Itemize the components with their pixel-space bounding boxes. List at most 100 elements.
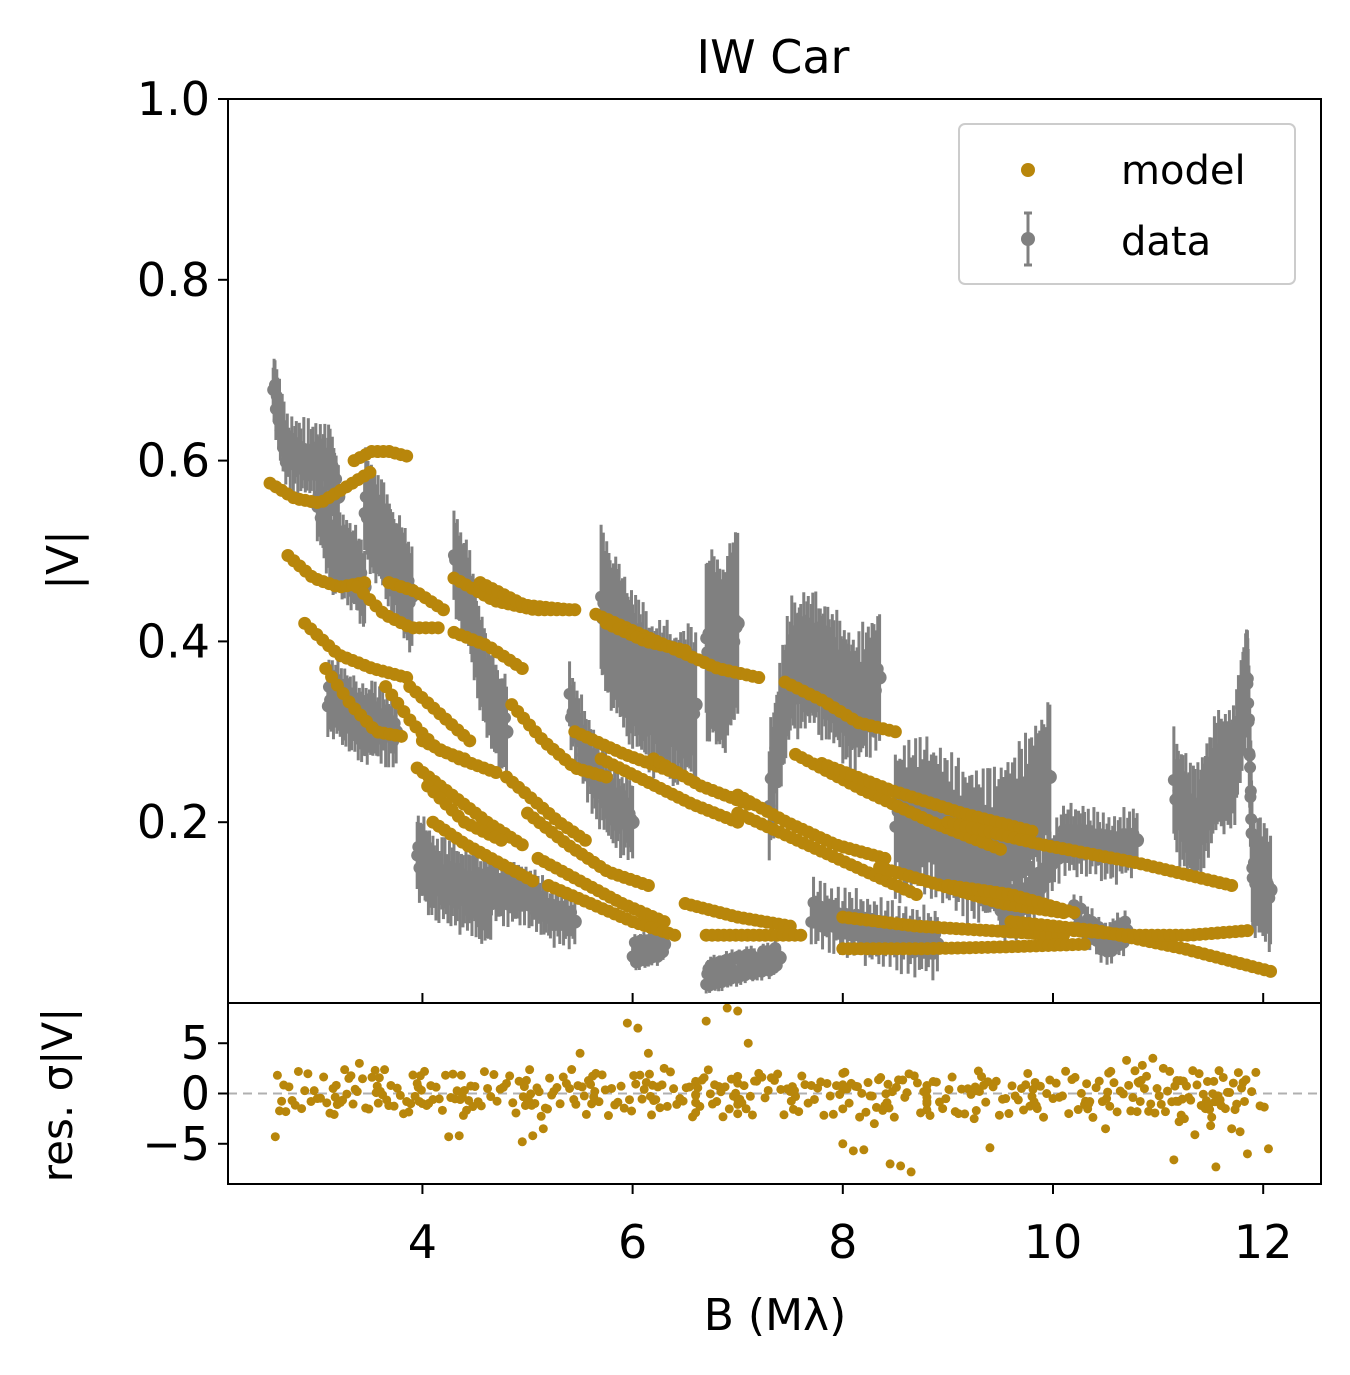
residual-point: [1137, 1060, 1147, 1070]
residual-point: [354, 1058, 364, 1068]
model-point: [1025, 824, 1039, 838]
residual-point: [631, 1079, 641, 1089]
residual-point: [1154, 1091, 1164, 1101]
residual-y-tick-label: 0: [181, 1067, 210, 1121]
model-point: [363, 465, 377, 479]
residual-point: [1004, 1109, 1014, 1119]
residual-point: [319, 1072, 329, 1082]
residual-point: [1207, 1112, 1217, 1122]
residual-point: [1139, 1084, 1149, 1094]
residual-point: [416, 1085, 426, 1095]
residual-point: [985, 1143, 995, 1153]
residual-point: [902, 1088, 912, 1098]
residual-y-ticks: −505: [142, 1016, 228, 1171]
residual-point: [456, 1070, 466, 1080]
model-point: [641, 878, 655, 892]
data-point: [625, 815, 640, 830]
residual-point: [1228, 1078, 1238, 1088]
data-point: [1263, 883, 1278, 897]
residual-point: [819, 1110, 829, 1120]
residual-point: [340, 1065, 350, 1075]
model-point: [463, 734, 477, 748]
residual-point: [828, 1109, 838, 1119]
residual-point: [1013, 1095, 1023, 1105]
residual-point: [600, 1085, 610, 1095]
residual-point: [1064, 1109, 1074, 1119]
residual-point: [534, 1087, 544, 1097]
residual-point: [380, 1065, 390, 1075]
residual-point: [855, 1112, 865, 1122]
residual-point: [594, 1097, 604, 1107]
residual-point: [1135, 1096, 1145, 1106]
residual-point: [1124, 1080, 1134, 1090]
residual-point: [1220, 1104, 1230, 1114]
residual-point: [571, 1099, 581, 1109]
residual-point: [705, 1089, 715, 1099]
model-point: [515, 662, 529, 676]
residual-point: [1070, 1072, 1080, 1082]
residual-point: [315, 1093, 325, 1103]
residual-point: [511, 1108, 521, 1118]
residual-point: [838, 1139, 848, 1149]
residual-point: [530, 1098, 540, 1108]
residual-point: [863, 1078, 873, 1088]
residual-point: [1232, 1099, 1242, 1109]
residual-point: [1176, 1110, 1186, 1120]
residual-point: [644, 1069, 654, 1079]
residual-point: [662, 1101, 672, 1111]
residual-plot-frame: [227, 1002, 1322, 1185]
residual-point: [724, 1104, 734, 1114]
residual-point: [643, 1048, 653, 1058]
residual-point: [1031, 1101, 1041, 1111]
residual-point: [699, 1073, 709, 1083]
legend-box: [958, 123, 1296, 285]
data-point: [688, 697, 703, 712]
residual-point: [889, 1112, 899, 1122]
residual-point: [896, 1161, 906, 1171]
residual-point: [587, 1099, 597, 1109]
residual-point: [859, 1145, 869, 1155]
residual-point: [1023, 1068, 1033, 1078]
residual-point: [757, 1072, 767, 1082]
residual-point: [508, 1098, 518, 1108]
residual-point: [348, 1099, 358, 1109]
data-point: [499, 724, 514, 739]
residual-point: [1104, 1068, 1114, 1078]
data-point: [567, 914, 582, 929]
residual-point: [329, 1110, 339, 1119]
residual-point: [272, 1070, 282, 1080]
residual-point: [1039, 1112, 1049, 1122]
residual-point: [1148, 1053, 1158, 1063]
residual-point: [486, 1092, 496, 1102]
residual-point: [1202, 1077, 1212, 1087]
residual-point: [1105, 1101, 1115, 1111]
data-point: [772, 950, 787, 965]
residual-point: [420, 1066, 430, 1076]
y-tick-label: 0.6: [137, 434, 210, 488]
residual-point: [857, 1088, 867, 1098]
residual-point: [1152, 1084, 1162, 1094]
residual-point: [444, 1132, 454, 1142]
residual-point: [1101, 1124, 1111, 1134]
data-point: [730, 616, 745, 631]
residual-point: [718, 1112, 728, 1122]
residual-point: [1194, 1069, 1204, 1079]
residual-point: [434, 1094, 444, 1104]
residual-point: [909, 1071, 919, 1081]
model-point: [668, 928, 682, 942]
residual-point: [1218, 1072, 1228, 1082]
residual-point: [536, 1111, 546, 1121]
data-point: [1042, 770, 1057, 784]
residual-point: [947, 1072, 957, 1082]
residual-point: [561, 1079, 571, 1089]
residual-point: [1130, 1066, 1140, 1076]
residual-point: [619, 1103, 629, 1113]
residual-point: [521, 1075, 531, 1085]
residual-point: [720, 1082, 730, 1092]
residual-point: [991, 1076, 1001, 1086]
residual-point: [575, 1048, 585, 1058]
residual-point: [441, 1070, 451, 1080]
residual-point: [579, 1091, 589, 1101]
residual-point: [695, 1101, 705, 1111]
residual-point: [1206, 1121, 1216, 1131]
